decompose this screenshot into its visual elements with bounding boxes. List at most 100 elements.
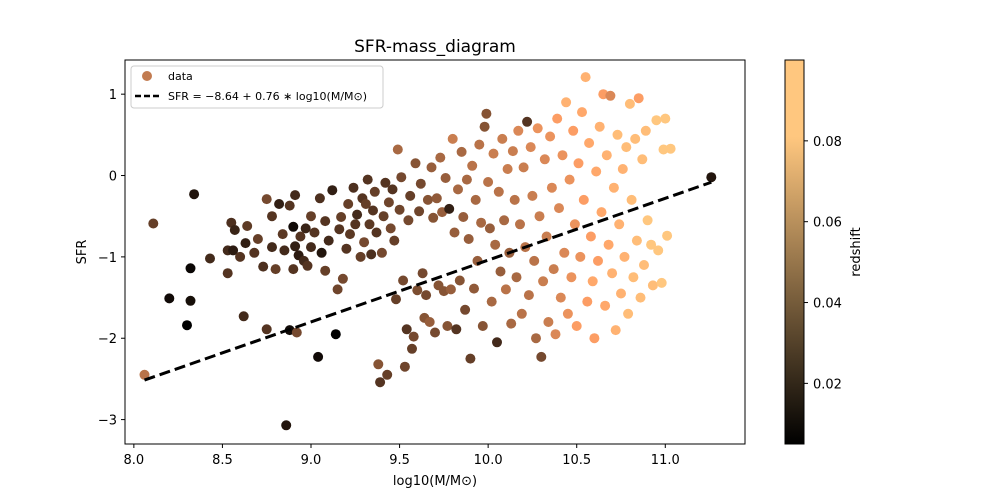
data-point xyxy=(364,219,375,230)
data-point xyxy=(447,133,458,144)
legend-marker-data xyxy=(142,71,152,81)
data-point xyxy=(600,300,611,311)
data-point xyxy=(396,172,407,183)
y-tick-label: 1 xyxy=(109,88,117,103)
data-point xyxy=(582,296,593,307)
data-point xyxy=(607,268,618,279)
data-point xyxy=(336,212,347,222)
data-point xyxy=(534,211,545,222)
data-point xyxy=(541,231,552,242)
data-point xyxy=(488,148,499,159)
data-point xyxy=(382,369,393,380)
x-tick-label: 10.5 xyxy=(562,453,591,468)
data-point xyxy=(566,272,577,283)
data-point xyxy=(415,178,426,189)
data-point xyxy=(428,212,439,223)
data-point xyxy=(306,211,316,222)
data-point xyxy=(490,239,501,250)
data-point xyxy=(617,164,628,174)
data-point xyxy=(345,229,355,240)
data-point xyxy=(577,107,587,118)
data-point xyxy=(410,158,421,169)
data-point xyxy=(515,219,525,230)
data-point xyxy=(284,200,295,211)
data-point xyxy=(238,311,249,322)
data-point xyxy=(628,272,639,283)
data-point xyxy=(492,337,502,348)
data-point xyxy=(589,333,600,344)
data-point xyxy=(139,369,150,380)
y-axis: −3 −2 −1 0 1 xyxy=(98,88,125,429)
x-axis-label: log10(M/M⊙) xyxy=(393,474,477,489)
data-point xyxy=(538,276,549,287)
data-point xyxy=(624,98,635,109)
data-point xyxy=(614,219,625,230)
data-point xyxy=(463,234,474,244)
data-point xyxy=(467,160,478,171)
data-point xyxy=(281,420,292,431)
data-point xyxy=(527,190,538,201)
data-point xyxy=(513,125,524,136)
data-point xyxy=(164,293,175,304)
x-tick-label: 9.5 xyxy=(389,453,410,468)
data-point xyxy=(557,150,568,161)
points-layer xyxy=(139,72,717,431)
data-point xyxy=(525,142,536,153)
data-point xyxy=(442,321,453,331)
colorbar-tick-label: 0.06 xyxy=(813,216,842,231)
data-point xyxy=(359,237,370,248)
data-point xyxy=(444,203,455,214)
data-point xyxy=(522,116,533,127)
y-tick-label: 0 xyxy=(109,170,117,185)
data-point xyxy=(456,146,467,157)
legend-label-data: data xyxy=(168,70,193,83)
data-point xyxy=(635,292,646,303)
data-point xyxy=(348,182,359,193)
data-point xyxy=(267,242,277,253)
data-point xyxy=(555,292,566,303)
data-point xyxy=(569,219,580,230)
data-point xyxy=(327,185,338,196)
y-tick-label: −2 xyxy=(98,332,117,347)
data-point xyxy=(422,194,433,205)
data-point xyxy=(532,123,543,134)
y-axis-label: SFR xyxy=(75,240,90,265)
colorbar-tick-label: 0.08 xyxy=(813,135,842,150)
data-point xyxy=(601,150,612,161)
data-point xyxy=(337,273,348,284)
data-point xyxy=(362,174,373,185)
data-point xyxy=(222,268,233,279)
data-point xyxy=(585,231,596,242)
colorbar-tick-label: 0.04 xyxy=(813,297,842,312)
colorbar-gradient xyxy=(785,60,804,444)
data-point xyxy=(605,90,616,101)
x-tick-label: 10.0 xyxy=(474,453,503,468)
data-point xyxy=(552,113,563,124)
data-point xyxy=(458,212,469,222)
data-point xyxy=(612,129,623,140)
data-point xyxy=(401,324,412,335)
data-point xyxy=(536,351,547,362)
data-point xyxy=(421,290,432,301)
data-point xyxy=(637,154,648,165)
data-point xyxy=(497,133,508,144)
data-point xyxy=(561,97,572,108)
colorbar: 0.02 0.04 0.06 0.08 redshift xyxy=(784,59,864,445)
legend-label-fit: SFR = −8.64 + 0.76 ∗ log10(M/M⊙) xyxy=(168,90,367,103)
data-point xyxy=(148,218,159,229)
data-point xyxy=(316,247,327,258)
data-point xyxy=(516,308,527,319)
data-point xyxy=(389,235,400,246)
data-point xyxy=(500,284,511,295)
colorbar-label: redshift xyxy=(849,227,864,276)
data-point xyxy=(640,125,651,136)
data-point xyxy=(320,265,331,276)
data-point xyxy=(481,108,492,119)
data-point xyxy=(460,304,471,315)
data-point xyxy=(477,321,488,331)
x-axis: 8.0 8.5 9.0 9.5 10.0 10.5 11.0 xyxy=(124,444,680,468)
x-tick-label: 11.0 xyxy=(651,453,680,468)
data-point xyxy=(706,172,717,183)
data-point xyxy=(591,166,602,177)
data-point xyxy=(621,142,632,153)
